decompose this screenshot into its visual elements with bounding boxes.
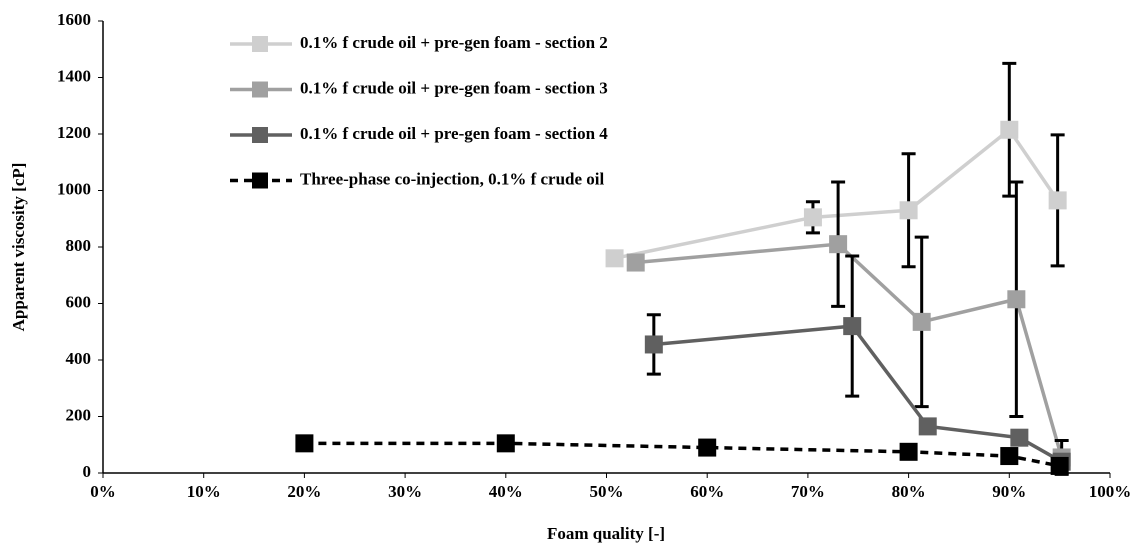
x-tick-label: 0% bbox=[90, 482, 116, 501]
legend-marker bbox=[252, 172, 268, 189]
marker bbox=[644, 335, 663, 354]
series-line bbox=[304, 441, 1060, 468]
legend-label: 0.1% f crude oil + pre-gen foam - sectio… bbox=[300, 33, 608, 52]
y-tick-label: 800 bbox=[66, 236, 92, 255]
marker bbox=[912, 312, 931, 331]
marker bbox=[496, 434, 515, 453]
y-tick-label: 1000 bbox=[57, 179, 91, 198]
marker bbox=[698, 438, 717, 457]
legend-marker bbox=[252, 36, 268, 52]
marker bbox=[1007, 290, 1026, 309]
x-tick-label: 80% bbox=[892, 482, 926, 501]
series-line bbox=[635, 242, 1064, 458]
x-tick-label: 90% bbox=[992, 482, 1026, 501]
x-axis-label: Foam quality [-] bbox=[547, 524, 665, 543]
marker bbox=[626, 253, 645, 272]
legend-label: Three-phase co-injection, 0.1% f crude o… bbox=[300, 169, 605, 188]
y-axis-label: Apparent viscosity [cP] bbox=[9, 163, 28, 332]
y-tick-label: 600 bbox=[66, 292, 92, 311]
x-tick-label: 30% bbox=[388, 482, 422, 501]
marker bbox=[829, 235, 848, 254]
marker bbox=[295, 434, 314, 453]
x-tick-label: 70% bbox=[791, 482, 825, 501]
x-tick-label: 50% bbox=[590, 482, 624, 501]
x-tick-label: 20% bbox=[287, 482, 321, 501]
marker bbox=[918, 417, 937, 436]
marker bbox=[843, 317, 862, 336]
legend-marker bbox=[252, 81, 268, 98]
y-tick-label: 1400 bbox=[57, 66, 91, 85]
y-tick-label: 0 bbox=[83, 462, 92, 481]
legend-label: 0.1% f crude oil + pre-gen foam - sectio… bbox=[300, 124, 608, 143]
y-tick-label: 200 bbox=[66, 405, 92, 424]
marker bbox=[1000, 120, 1019, 139]
marker bbox=[1050, 456, 1069, 475]
marker bbox=[899, 442, 918, 461]
x-tick-label: 10% bbox=[187, 482, 221, 501]
legend-label: 0.1% f crude oil + pre-gen foam - sectio… bbox=[300, 78, 608, 97]
marker bbox=[1048, 191, 1067, 210]
x-tick-label: 60% bbox=[690, 482, 724, 501]
marker bbox=[803, 208, 822, 227]
y-tick-label: 1600 bbox=[57, 10, 91, 29]
legend-marker bbox=[252, 127, 268, 143]
marker bbox=[605, 249, 624, 268]
marker bbox=[1000, 447, 1019, 466]
y-tick-label: 1200 bbox=[57, 123, 91, 142]
x-tick-label: 100% bbox=[1089, 482, 1132, 501]
marker bbox=[899, 201, 918, 220]
y-tick-label: 400 bbox=[66, 349, 92, 368]
x-tick-label: 40% bbox=[489, 482, 523, 501]
marker bbox=[1010, 428, 1029, 447]
